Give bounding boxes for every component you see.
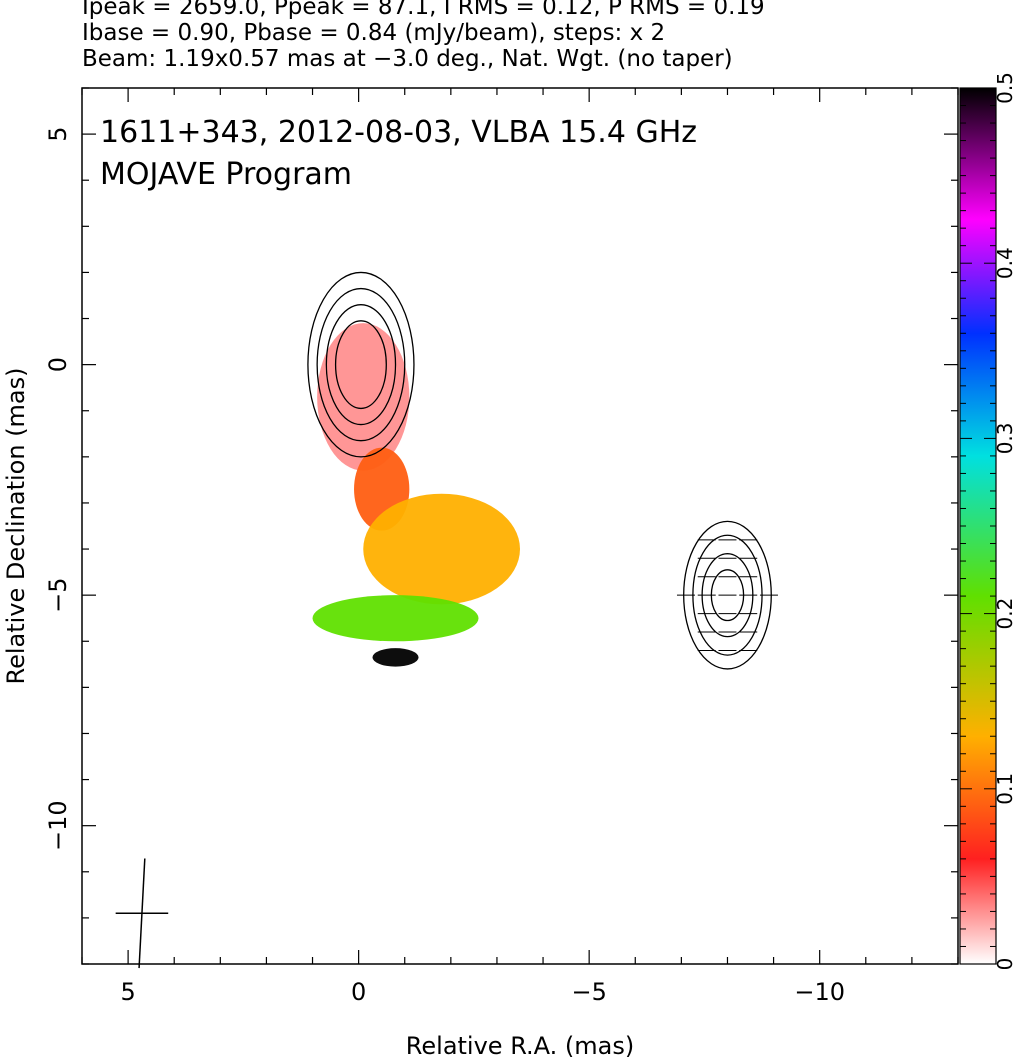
colorbar-tick-label-5: 0.4 <box>993 247 1017 279</box>
y-tick-label-2: 0 <box>44 357 72 372</box>
x-tick-label-3: −5 <box>571 978 606 1006</box>
pol-region-5 <box>372 648 419 667</box>
colorbar-tick-label-4: 0.3 <box>993 422 1017 454</box>
pol-region-1 <box>317 323 410 471</box>
x-axis-label: Relative R.A. (mas) <box>406 1032 634 1060</box>
x-axis-ticks: 5 0 −5 −10 <box>81 88 959 1006</box>
beam-marker <box>115 858 169 969</box>
pol-region-4 <box>312 595 479 642</box>
header-line-1: Ipeak = 2659.0, Ppeak = 87.1, I RMS = 0.… <box>82 0 765 20</box>
x-tick-label-4: −10 <box>794 978 845 1006</box>
x-tick-label-1: 5 <box>120 978 135 1006</box>
plot-frame <box>81 87 959 965</box>
colorbar-tick-label-6: 0.5 <box>993 72 1017 104</box>
x-tick-label-2: 0 <box>351 978 366 1006</box>
header-line-3: Beam: 1.19x0.57 mas at −3.0 deg., Nat. W… <box>82 46 733 72</box>
header-annotation: Ipeak = 2659.0, Ppeak = 87.1, I RMS = 0.… <box>82 0 1012 72</box>
colorbar-tick-label-1: 0 <box>993 958 1017 971</box>
contour-1-2 <box>325 304 397 426</box>
colorbar-tick-label-3: 0.2 <box>993 598 1017 630</box>
colorbar-tick-label-2: 0.1 <box>993 773 1017 805</box>
chart-title: 1611+343, 2012-08-03, VLBA 15.4 GHz <box>100 115 697 150</box>
y-tick-label-4: −10 <box>44 800 72 851</box>
contour-1-3 <box>316 287 406 442</box>
y-axis-label: Relative Declination (mas) <box>2 367 30 684</box>
chart-subtitle: MOJAVE Program <box>100 157 352 192</box>
y-tick-label-3: −5 <box>44 577 72 612</box>
polarization-vectors <box>676 539 778 651</box>
y-tick-label-1: 5 <box>44 126 72 141</box>
header-line-2: Ibase = 0.90, Pbase = 0.84 (mJy/beam), s… <box>82 20 666 46</box>
contour-1-4 <box>307 271 415 458</box>
pol-region-3 <box>363 493 520 605</box>
colorbar-ticks: 0 0.1 0.2 0.3 0.4 0.5 <box>960 72 1017 970</box>
fractional-polarization-image <box>312 323 520 667</box>
contour-1-1 <box>334 320 387 410</box>
y-axis-ticks: 5 0 −5 −10 <box>44 87 958 965</box>
